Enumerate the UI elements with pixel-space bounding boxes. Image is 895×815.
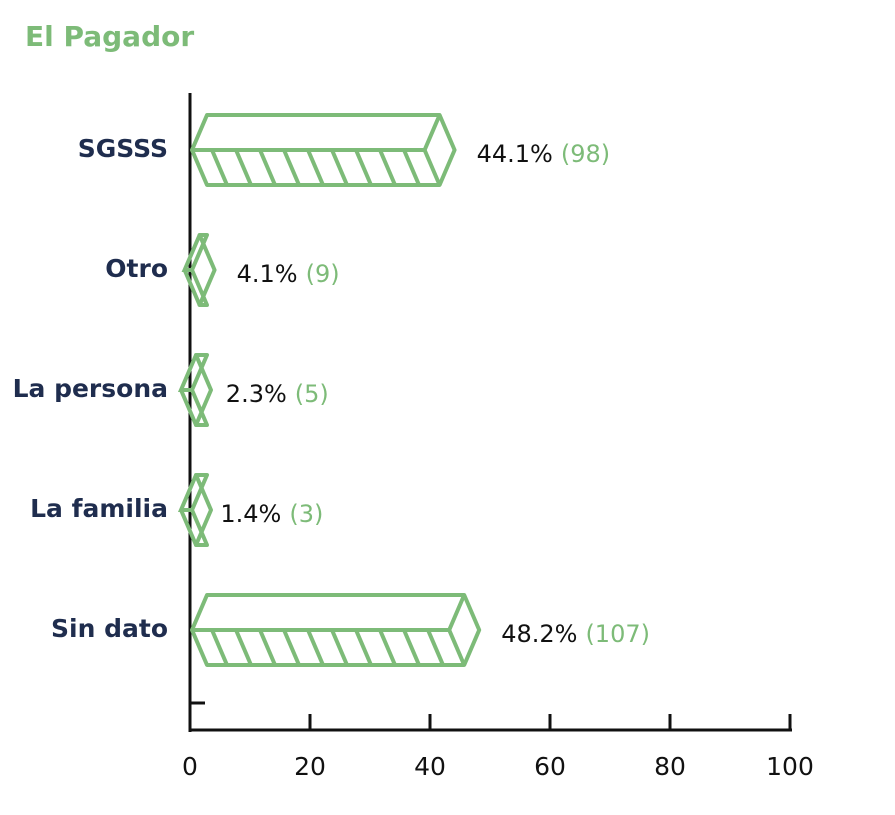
bar-hatch	[402, 149, 421, 186]
bar-group	[190, 593, 482, 667]
bar-group	[190, 113, 457, 187]
chart-title: El Pagador	[25, 20, 194, 53]
value-count: (98)	[561, 140, 610, 168]
category-label: Otro	[105, 254, 168, 283]
value-label: 1.4% (3)	[220, 500, 323, 528]
bar-hatch	[234, 629, 253, 666]
bar-hatch	[258, 149, 277, 186]
bar-hatch	[258, 629, 277, 666]
bar-group	[177, 473, 213, 547]
bar	[190, 113, 457, 187]
bar-group	[177, 353, 213, 427]
bar-hatch	[402, 629, 421, 666]
value-label: 44.1% (98)	[477, 140, 611, 168]
x-tick-label: 100	[766, 752, 814, 781]
bar-hatch	[210, 629, 229, 666]
bar-edge	[179, 509, 198, 546]
bar	[190, 233, 217, 307]
category-label: Sin dato	[51, 614, 168, 643]
category-label: SGSSS	[78, 134, 168, 163]
bar-hatch	[330, 149, 349, 186]
value-count: (5)	[295, 380, 329, 408]
bar-hatch	[306, 149, 325, 186]
value-percent: 1.4%	[220, 500, 281, 528]
bar-edge	[182, 269, 202, 306]
bar-edge	[422, 149, 442, 186]
bar-edge	[447, 629, 467, 666]
bar-hatch	[282, 149, 301, 186]
bar-edge	[179, 389, 198, 426]
bar-group	[181, 233, 217, 307]
value-percent: 48.2%	[501, 620, 577, 648]
bar-hatch	[426, 629, 445, 666]
value-percent: 2.3%	[226, 380, 287, 408]
bar-edge	[192, 594, 467, 632]
category-label: La persona	[13, 374, 168, 403]
bar	[190, 473, 213, 547]
bar-hatch	[378, 629, 397, 666]
category-label: La familia	[30, 494, 168, 523]
bar-hatch	[210, 149, 229, 186]
x-tick-label: 20	[294, 752, 326, 781]
bar-hatch	[354, 629, 373, 666]
x-tick-label: 60	[534, 752, 566, 781]
value-count: (107)	[585, 620, 650, 648]
x-tick-label: 40	[414, 752, 446, 781]
bar-hatch	[354, 149, 373, 186]
value-count: (9)	[306, 260, 340, 288]
bar	[190, 353, 213, 427]
x-tick-label: 80	[654, 752, 686, 781]
bar-hatch	[282, 629, 301, 666]
bar-hatch	[306, 629, 325, 666]
value-label: 48.2% (107)	[501, 620, 650, 648]
x-tick-label: 0	[182, 752, 198, 781]
bar-edge	[192, 114, 442, 152]
bar-hatch	[234, 149, 253, 186]
value-label: 4.1% (9)	[237, 260, 340, 288]
bar-hatch	[378, 149, 397, 186]
value-percent: 4.1%	[237, 260, 298, 288]
value-count: (3)	[289, 500, 323, 528]
bar-hatch	[330, 629, 349, 666]
bar	[190, 593, 482, 667]
value-label: 2.3% (5)	[226, 380, 329, 408]
value-percent: 44.1%	[477, 140, 553, 168]
